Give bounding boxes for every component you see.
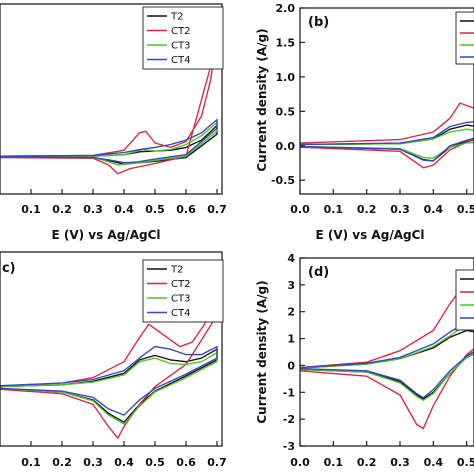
panel-1: 0.1 0.2 0.3 0.4 0.5 0.6 0.7 E (V) vs Ag/AgCl T2 C…: [0, 3, 227, 242]
x-axis-title: E (V) vs Ag/AgCl: [315, 228, 424, 242]
plot-area: [300, 289, 474, 430]
cv-curve-ct3: [300, 128, 474, 159]
legend: T2 CT2 CT3 CT4: [142, 6, 224, 70]
panel-label: (d): [308, 265, 329, 280]
y-axis-title: Current density (A/g): [255, 28, 269, 171]
x-tick-label: 0.5: [145, 203, 165, 216]
x-tick-label: 0.0: [290, 203, 310, 216]
legend-label: T2: [170, 12, 183, 23]
x-tick-label: 0.3: [390, 456, 410, 469]
legend-box: [455, 269, 474, 331]
plot-frame: [299, 7, 474, 195]
y-tick-label: -0.5: [271, 174, 295, 187]
y-axis-title: Current density (A/g): [255, 280, 269, 423]
y-tick-label: -2: [283, 413, 295, 426]
cv-curve-ct3: [300, 323, 474, 401]
x-tick-label: 0.4: [114, 456, 134, 469]
x-tick-label: 0.0: [290, 456, 310, 469]
y-tick-label: 0.5: [276, 105, 296, 118]
legend-label: CT4: [171, 55, 190, 66]
plot-frame: [0, 251, 223, 447]
x-tick-label: 0.2: [357, 203, 377, 216]
y-tick-label: 2: [287, 306, 295, 319]
y-tick-label: 3: [287, 279, 295, 292]
x-tick-label: 0.6: [176, 203, 196, 216]
legend-label: CT4: [171, 308, 190, 319]
legend-box: [455, 11, 474, 65]
x-tick-label: 0.2: [52, 456, 72, 469]
y-tick-label: 0: [287, 359, 295, 372]
legend: T2 CT2 CT3 CT4: [142, 259, 224, 323]
y-tick-label: -3: [283, 440, 295, 453]
cv-curve-ct4: [0, 118, 218, 164]
y-tick-label: 1.0: [276, 71, 296, 84]
legend-box: [142, 6, 224, 70]
y-tick-label: 0.0: [276, 140, 296, 153]
x-tick-label: 0.1: [324, 203, 344, 216]
cv-curve-ct4: [0, 345, 218, 416]
y-tick-label: -1: [283, 386, 295, 399]
y-tick-label: 1: [287, 333, 295, 346]
x-tick-label: 0.5: [457, 203, 474, 216]
cv-curve-ct2: [300, 289, 474, 430]
x-tick-label: 0.6: [176, 456, 196, 469]
x-tick-label: 0.3: [390, 203, 410, 216]
x-tick-label: 0.5: [457, 456, 474, 469]
cv-curve-ct4: [300, 121, 474, 162]
x-tick-label: 0.4: [424, 203, 444, 216]
panel-label: (b): [308, 15, 329, 30]
cv-curve-ct3: [0, 121, 218, 166]
x-tick-label: 0.1: [324, 456, 344, 469]
x-axis-title: E (V) vs Ag/AgCl: [51, 228, 160, 242]
y-tick-label: 4: [287, 252, 295, 265]
plot-frame: [299, 257, 474, 447]
x-tick-label: 0.1: [21, 456, 41, 469]
panel-label: (c): [0, 261, 16, 276]
x-tick-label: 0.1: [21, 203, 41, 216]
panel-3: 0.1 0.2 0.3 0.4 0.5 0.6 0.7 (c) T2 CT2 CT3 CT4: [0, 251, 227, 469]
legend-label: CT3: [171, 294, 190, 305]
x-tick-label: 0.3: [83, 456, 103, 469]
x-tick-label: 0.7: [207, 456, 227, 469]
legend: [455, 11, 474, 65]
legend-label: CT2: [171, 26, 190, 37]
plot-area: [300, 102, 474, 169]
legend: [455, 269, 474, 331]
y-tick-label: 2.0: [276, 2, 296, 15]
cv-curve-ct2: [300, 102, 474, 169]
x-tick-label: 0.7: [207, 203, 227, 216]
x-tick-label: 0.3: [83, 203, 103, 216]
legend-label: CT3: [171, 41, 190, 52]
y-tick-label: 1.5: [276, 36, 296, 49]
legend-box: [142, 259, 224, 323]
panel-2: 0.0 0.1 0.2 0.3 0.4 0.5 2.0 1.5 1.0 0.5 0.0 -0.5 E (…: [255, 2, 474, 242]
x-tick-label: 0.5: [145, 456, 165, 469]
legend-label: T2: [170, 265, 183, 276]
plot-area: [0, 9, 221, 175]
cv-curve-ct4: [300, 320, 474, 399]
cv-curve-t2: [300, 329, 474, 400]
x-tick-label: 0.4: [424, 456, 444, 469]
x-tick-label: 0.2: [357, 456, 377, 469]
legend-label: CT2: [171, 279, 190, 290]
panel-4: 0.0 0.1 0.2 0.3 0.4 0.5 4 3 2 1 0 -1 -2 -3 Current den…: [255, 252, 474, 469]
x-tick-label: 0.2: [52, 203, 72, 216]
plot-frame: [0, 3, 223, 195]
x-tick-label: 0.4: [114, 203, 134, 216]
